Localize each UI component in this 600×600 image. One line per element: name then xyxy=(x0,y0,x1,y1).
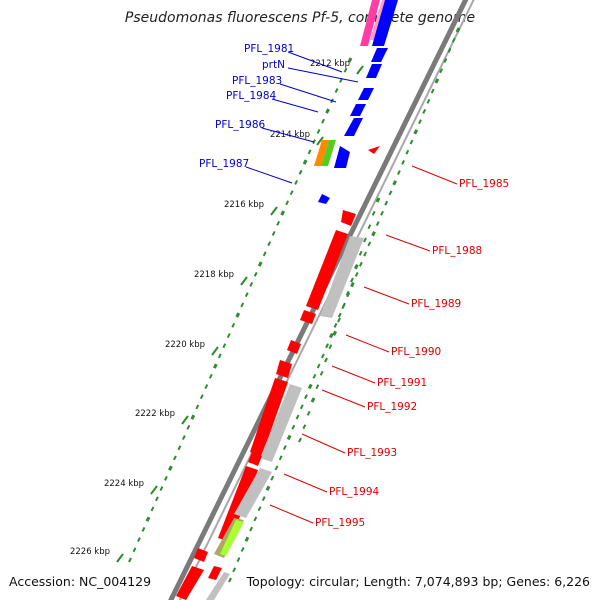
gene-pfl-1985[interactable] xyxy=(368,146,380,154)
right-tick-track xyxy=(228,27,461,583)
forward-gene-label[interactable]: PFL_1981 xyxy=(244,43,343,73)
gene-pfl-1990[interactable] xyxy=(287,340,301,354)
feature-track xyxy=(176,0,398,600)
feature-blue-strip[interactable] xyxy=(372,0,398,46)
reverse-gene-label[interactable]: PFL_1988 xyxy=(385,234,482,257)
gene-pfl-1983[interactable] xyxy=(358,88,374,100)
reverse-gene-label[interactable]: PFL_1992 xyxy=(321,389,417,413)
reverse-gene-name: PFL_1988 xyxy=(432,245,482,257)
reverse-gene-name: PFL_1991 xyxy=(377,377,427,389)
feature-orange[interactable] xyxy=(314,140,329,166)
ruler-tick xyxy=(316,136,324,146)
ruler-tick xyxy=(181,415,189,425)
reverse-gene-label[interactable]: PFL_1994 xyxy=(283,473,380,498)
reverse-gene-name: PFL_1985 xyxy=(459,178,509,190)
accession-text: Accession: NC_004129 xyxy=(9,574,152,589)
reverse-gene-label[interactable]: PFL_1990 xyxy=(345,334,441,358)
feature-green[interactable] xyxy=(321,140,336,166)
gene-pfl-1993[interactable] xyxy=(248,452,262,466)
ruler-label: 2222 kbp xyxy=(135,409,175,419)
gene-pfl-1994[interactable] xyxy=(218,466,258,542)
reverse-gene-label[interactable]: PFL_1993 xyxy=(301,433,397,459)
gene-pfl-1986[interactable] xyxy=(344,118,363,136)
gene-prtN[interactable] xyxy=(366,64,382,78)
ruler-tick xyxy=(356,65,364,75)
topology-text: Topology: circular; Length: 7,074,893 bp… xyxy=(246,574,590,589)
ruler-label: 2224 kbp xyxy=(104,479,144,489)
gene-red-a[interactable] xyxy=(341,210,356,226)
ruler-tick xyxy=(150,485,158,495)
feature-pink[interactable] xyxy=(360,0,380,46)
forward-gene-label[interactable]: prtN xyxy=(262,59,359,83)
reverse-gene-name: PFL_1994 xyxy=(329,486,380,498)
gene-small-blue[interactable] xyxy=(318,194,330,204)
reverse-gene-name: PFL_1989 xyxy=(411,298,461,310)
gene-red-d[interactable] xyxy=(208,566,222,580)
gene-pfl-1988[interactable] xyxy=(306,230,348,310)
reverse-gene-name: PFL_1992 xyxy=(367,401,417,413)
ruler-tick xyxy=(270,206,278,216)
ruler-tick xyxy=(116,553,124,563)
gene-pfl-1989[interactable] xyxy=(300,310,316,324)
gene-pfl-1991[interactable] xyxy=(276,360,292,378)
reverse-gene-label[interactable]: PFL_1985 xyxy=(411,165,509,190)
ruler-label: 2216 kbp xyxy=(224,200,264,210)
gene-pfl-1994-grey[interactable] xyxy=(234,468,272,518)
reverse-gene-label[interactable]: PFL_1991 xyxy=(331,365,427,389)
ruler-label: 2214 kbp xyxy=(270,130,310,140)
ruler-tick xyxy=(240,276,248,286)
reverse-gene-name: PFL_1993 xyxy=(347,447,397,459)
ruler-label: 2220 kbp xyxy=(165,340,205,350)
reverse-gene-label[interactable]: PFL_1995 xyxy=(269,504,365,529)
ruler-label: 2226 kbp xyxy=(70,547,110,557)
forward-gene-name: PFL_1984 xyxy=(226,90,277,102)
forward-gene-name: PFL_1981 xyxy=(244,43,294,55)
gene-pfl-1987[interactable] xyxy=(334,146,350,168)
ruler-label: 2212 kbp xyxy=(310,59,350,69)
gene-labels: PFL_1981 prtN PFL_1983 PFL_1984 PFL_1986 PFL_… xyxy=(199,43,509,529)
forward-gene-name: prtN xyxy=(262,59,285,71)
gene-pfl-1981[interactable] xyxy=(371,48,388,62)
forward-gene-label[interactable]: PFL_1987 xyxy=(199,158,293,184)
forward-gene-name: PFL_1987 xyxy=(199,158,249,170)
forward-gene-name: PFL_1986 xyxy=(215,119,266,131)
reverse-gene-label[interactable]: PFL_1989 xyxy=(363,286,461,310)
forward-gene-label[interactable]: PFL_1984 xyxy=(226,90,319,113)
reverse-gene-name: PFL_1995 xyxy=(315,517,365,529)
forward-gene-name: PFL_1983 xyxy=(232,75,282,87)
ruler-label: 2218 kbp xyxy=(194,270,234,280)
left-tick-track xyxy=(128,57,353,563)
gene-pfl-1992-grey[interactable] xyxy=(260,384,302,462)
forward-gene-label[interactable]: PFL_1983 xyxy=(232,75,337,103)
reverse-gene-name: PFL_1990 xyxy=(391,346,441,358)
forward-gene-label[interactable]: PFL_1986 xyxy=(215,119,315,143)
gene-pfl-1992[interactable] xyxy=(250,378,288,456)
inner-tick-track xyxy=(298,197,381,443)
gene-pfl-1988-grey[interactable] xyxy=(320,236,364,318)
gene-red-b[interactable] xyxy=(194,548,208,562)
tick-tracks xyxy=(128,27,461,583)
kbp-ruler: 2212 kbp 2214 kbp 2216 kbp 2218 kbp 2220 kbp… xyxy=(70,59,364,563)
gene-red-c[interactable] xyxy=(176,566,204,600)
ruler-tick xyxy=(211,346,219,356)
gene-pfl-1984[interactable] xyxy=(350,104,366,116)
gene-grey-bottom[interactable] xyxy=(206,572,230,600)
gene-pfl-1995-lime[interactable] xyxy=(220,520,244,556)
